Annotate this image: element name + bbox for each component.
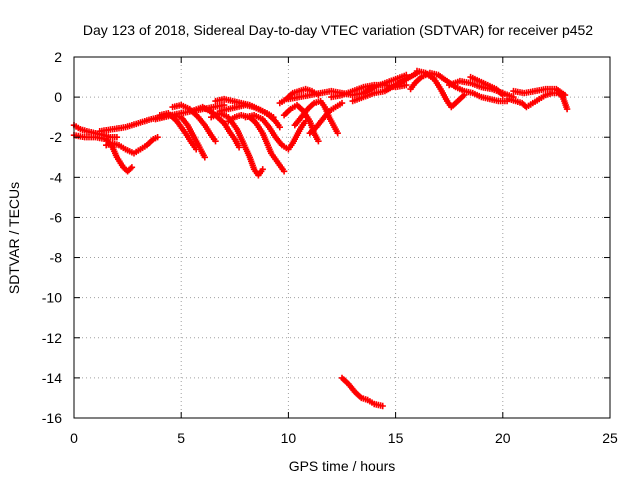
series-arc-6 xyxy=(156,110,200,153)
x-tick-label: 0 xyxy=(70,430,78,446)
data-markers xyxy=(467,73,506,99)
series-arc-22 xyxy=(413,67,468,111)
data-markers xyxy=(349,69,421,105)
x-axis-label: GPS time / hours xyxy=(289,458,396,474)
data-points xyxy=(70,67,571,410)
series-arc-4 xyxy=(103,134,161,157)
series-arc-24 xyxy=(467,73,506,99)
data-markers xyxy=(306,99,346,137)
data-markers xyxy=(216,101,283,131)
series-arc-20 xyxy=(349,69,421,105)
data-markers xyxy=(242,112,309,153)
series-arc-2 xyxy=(70,132,136,175)
x-tick-label: 15 xyxy=(388,430,404,446)
y-tick-label: -14 xyxy=(42,370,62,386)
series-arc-11 xyxy=(216,101,283,131)
plot-frame xyxy=(73,56,611,419)
data-markers xyxy=(338,374,386,410)
data-markers xyxy=(156,110,200,153)
y-tick-label: -8 xyxy=(50,250,63,266)
chart-title: Day 123 of 2018, Sidereal Day-to-day VTE… xyxy=(83,22,593,38)
y-tick-label: -10 xyxy=(42,290,62,306)
grid-lines xyxy=(74,57,610,418)
series-arc-18 xyxy=(306,99,346,137)
x-tick-label: 20 xyxy=(495,430,511,446)
y-tick-label: -12 xyxy=(42,330,62,346)
series-arc-13 xyxy=(242,112,309,153)
y-tick-label: -2 xyxy=(50,129,63,145)
x-tick-label: 25 xyxy=(602,430,618,446)
series-arc-27 xyxy=(338,374,386,410)
x-tick-label: 5 xyxy=(177,430,185,446)
y-axis-label: SDTVAR / TECUs xyxy=(6,182,22,294)
series-arc-26 xyxy=(510,85,569,99)
y-tick-label: 2 xyxy=(54,49,62,65)
y-tick-label: -6 xyxy=(50,209,63,225)
data-markers xyxy=(510,85,569,99)
y-tick-label: -4 xyxy=(50,169,63,185)
x-tick-label: 10 xyxy=(281,430,297,446)
data-markers xyxy=(70,132,136,175)
y-tick-label: -16 xyxy=(42,410,62,426)
data-markers xyxy=(413,67,468,111)
data-markers xyxy=(103,134,161,157)
y-tick-label: 0 xyxy=(54,89,62,105)
